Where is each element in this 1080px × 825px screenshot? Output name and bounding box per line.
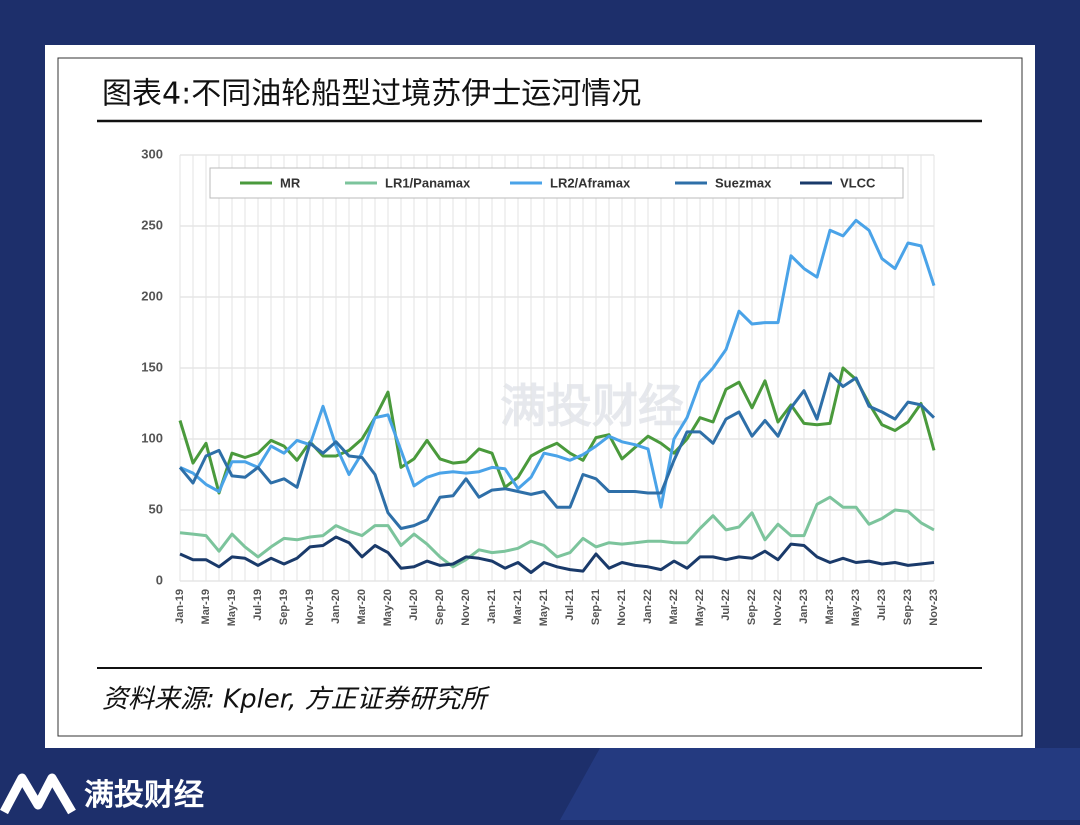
card: [45, 45, 1035, 748]
x-tick-label: Mar-19: [200, 589, 212, 624]
watermark: 满投财经: [500, 380, 684, 432]
legend-box: [209, 167, 904, 199]
card-border: [57, 57, 1023, 737]
plot: 0 50 100 150 200 250 300 Jan-19 Mar-19 May-19 Jul-…: [141, 146, 940, 626]
x-tick-label: Mar-20: [356, 589, 368, 624]
bg-shape: [560, 748, 1080, 820]
x-tick-label: Mar-21: [512, 589, 524, 624]
legend-label: Suezmax: [715, 175, 772, 190]
brand-logo: [0, 773, 76, 815]
legend-label: LR2/Aframax: [550, 175, 631, 190]
legend-label: MR: [280, 175, 301, 190]
y-tick-label: 150: [141, 359, 163, 374]
x-tick-label: Nov-23: [928, 589, 940, 626]
y-tick-label: 0: [156, 572, 163, 587]
x-tick-label: Nov-22: [772, 589, 784, 626]
series-line: [178, 372, 936, 530]
x-tick-label: Jul-20: [408, 589, 420, 621]
y-tick-label: 300: [141, 146, 163, 161]
x-tick-label: Sep-22: [746, 589, 758, 625]
x-tick-label: Jul-21: [564, 589, 576, 621]
series-line: [179, 495, 935, 569]
x-tick-label: Sep-23: [902, 589, 914, 625]
legend-label: LR1/Panamax: [385, 175, 471, 190]
x-tick-label: Mar-22: [668, 589, 680, 624]
x-tick-label: Nov-21: [616, 589, 628, 626]
x-tick-label: Sep-19: [278, 589, 290, 625]
x-tick-label: Jul-22: [720, 589, 732, 621]
y-tick-label: 250: [141, 217, 163, 232]
x-tick-label: Mar-23: [824, 589, 836, 624]
x-tick-label: Jan-19: [174, 589, 186, 624]
legend-label: VLCC: [840, 175, 876, 190]
x-tick-label: May-19: [226, 589, 238, 626]
x-tick-label: Jul-19: [252, 589, 264, 621]
series-line: [178, 366, 936, 495]
series-line: [179, 535, 935, 574]
x-tick-label: May-22: [694, 589, 706, 626]
y-tick-label: 200: [141, 288, 163, 303]
x-tick-label: Sep-21: [590, 589, 602, 625]
brand-name: 满投财经: [84, 778, 204, 812]
chart-title: 图表4:不同油轮船型过境苏伊士运河情况: [102, 77, 641, 112]
x-tick-label: May-20: [382, 589, 394, 626]
x-tick-label: Jan-22: [642, 589, 654, 624]
x-tick-label: Nov-20: [460, 589, 472, 626]
x-tick-label: Jan-20: [330, 589, 342, 624]
y-tick-label: 50: [149, 501, 163, 516]
x-tick-label: Jan-23: [798, 589, 810, 624]
x-tick-label: May-23: [850, 589, 862, 626]
x-tick-label: Jul-23: [876, 589, 888, 621]
x-tick-label: May-21: [538, 589, 550, 626]
x-tick-label: Sep-20: [434, 589, 446, 625]
series-line: [179, 218, 936, 509]
source-note: 资料来源: Kpler, 方正证券研究所: [102, 685, 491, 715]
y-tick-label: 100: [141, 430, 163, 445]
x-tick-label: Nov-19: [304, 589, 316, 626]
x-tick-label: Jan-21: [486, 589, 498, 624]
